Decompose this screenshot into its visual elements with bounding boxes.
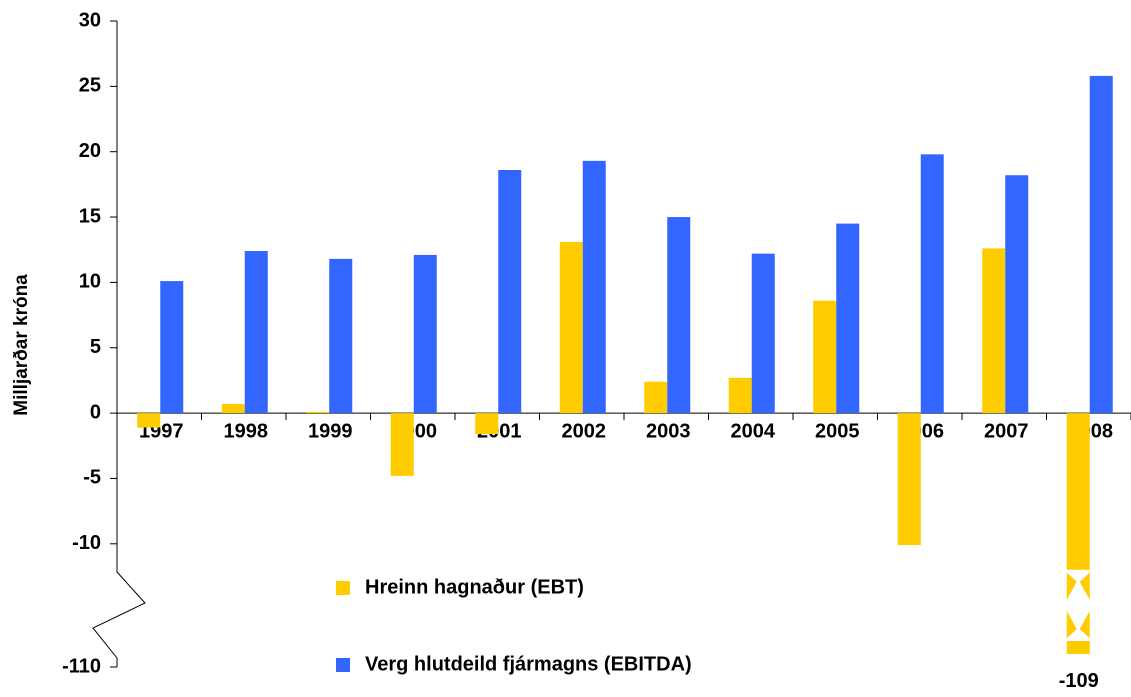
y-tick-label: -110 xyxy=(62,655,101,677)
bar xyxy=(329,258,353,414)
bar xyxy=(836,223,860,414)
y-axis-label: Milljarðar króna xyxy=(11,274,32,416)
x-tick-label: 2003 xyxy=(646,420,691,442)
bar xyxy=(920,154,944,414)
legend-swatch xyxy=(336,581,350,595)
x-tick-label: 2007 xyxy=(984,420,1029,442)
y-tick-label: 25 xyxy=(79,75,101,97)
bar xyxy=(644,381,668,414)
bar xyxy=(813,300,837,414)
y-axis-line xyxy=(92,21,146,667)
y-tick-label: -5 xyxy=(83,467,101,489)
bar xyxy=(413,254,437,414)
bar xyxy=(897,413,921,546)
x-tick-label: 2002 xyxy=(562,420,607,442)
bar xyxy=(982,248,1006,414)
data-label: -109 xyxy=(1059,670,1099,692)
y-tick-label: 20 xyxy=(79,140,101,162)
bar-break xyxy=(894,569,924,641)
bar xyxy=(751,253,775,414)
bar xyxy=(160,281,184,414)
x-tick-label: 2004 xyxy=(731,420,776,442)
legend-label: Verg hlutdeild fjármagns (EBITDA) xyxy=(365,653,692,675)
y-tick-label: -10 xyxy=(72,532,101,554)
bar xyxy=(475,413,499,435)
legend-swatch xyxy=(336,658,350,672)
bar xyxy=(498,169,522,414)
bar xyxy=(728,377,752,414)
y-tick-label: 30 xyxy=(79,9,101,31)
bar xyxy=(244,251,268,414)
y-tick-label: 0 xyxy=(90,401,101,423)
bar xyxy=(582,160,606,414)
bar xyxy=(559,241,583,414)
bar xyxy=(1089,75,1113,414)
legend-label: Hreinn hagnaður (EBT) xyxy=(365,576,584,598)
x-tick-label: 1998 xyxy=(224,420,269,442)
bar xyxy=(137,413,161,428)
y-tick-label: 5 xyxy=(90,336,101,358)
x-tick-label: 2005 xyxy=(815,420,860,442)
bar xyxy=(390,413,414,476)
bar xyxy=(306,411,330,414)
bar-break xyxy=(1063,569,1093,641)
bar xyxy=(1005,175,1029,414)
y-tick-label: 15 xyxy=(79,205,101,227)
bar xyxy=(667,217,691,414)
y-tick-label: 10 xyxy=(79,271,101,293)
bar xyxy=(221,403,245,414)
x-tick-label: 1999 xyxy=(308,420,353,442)
